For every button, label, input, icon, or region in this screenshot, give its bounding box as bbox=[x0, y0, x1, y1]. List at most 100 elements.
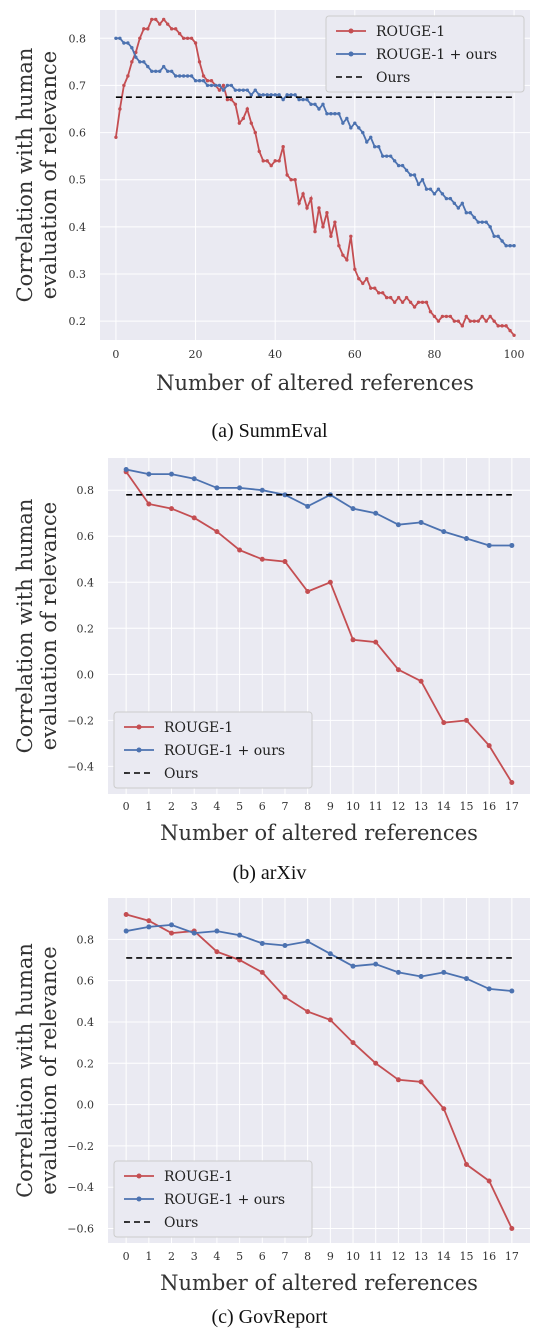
x-axis-label: Number of altered references bbox=[160, 1271, 478, 1293]
x-tick-label: 40 bbox=[268, 348, 282, 361]
data-point bbox=[484, 319, 488, 323]
legend-label: ROUGE-1 + ours bbox=[164, 743, 285, 759]
y-axis-label: evaluation of relevance bbox=[37, 946, 61, 1194]
x-tick-label: 10 bbox=[346, 800, 360, 813]
data-point bbox=[369, 286, 373, 290]
data-point bbox=[142, 27, 146, 31]
data-point bbox=[408, 173, 413, 177]
data-point bbox=[508, 328, 512, 333]
y-axis-label: evaluation of relevance bbox=[37, 502, 61, 750]
data-point bbox=[173, 74, 178, 78]
y-tick-label: 0.8 bbox=[69, 32, 87, 45]
legend-label: Ours bbox=[164, 766, 198, 782]
legend-label: Ours bbox=[164, 1215, 198, 1231]
data-point bbox=[333, 112, 337, 116]
data-point bbox=[122, 83, 126, 88]
data-point bbox=[468, 211, 472, 215]
x-tick-label: 12 bbox=[391, 800, 405, 813]
data-point bbox=[365, 277, 369, 281]
data-point bbox=[150, 69, 154, 73]
data-point bbox=[177, 31, 182, 36]
data-point bbox=[418, 1079, 424, 1085]
data-point bbox=[205, 83, 210, 88]
data-point bbox=[241, 116, 246, 121]
x-tick-label: 12 bbox=[391, 1250, 405, 1263]
data-point bbox=[191, 930, 197, 936]
x-tick-label: 16 bbox=[482, 1250, 496, 1263]
y-tick-label: 0.0 bbox=[77, 668, 95, 681]
x-tick-label: 15 bbox=[459, 800, 473, 813]
data-point bbox=[214, 529, 220, 535]
data-point bbox=[448, 196, 453, 201]
x-axis-label: Number of altered references bbox=[160, 821, 478, 845]
data-point bbox=[496, 234, 500, 238]
data-point bbox=[500, 239, 504, 243]
data-point bbox=[327, 579, 333, 585]
data-point bbox=[509, 779, 515, 785]
data-point bbox=[237, 932, 243, 938]
data-point bbox=[309, 196, 313, 201]
data-point bbox=[305, 588, 311, 594]
data-point bbox=[388, 295, 393, 300]
data-point bbox=[472, 319, 476, 323]
data-point bbox=[436, 319, 441, 323]
y-tick-label: 0.6 bbox=[77, 975, 95, 988]
data-point bbox=[229, 83, 234, 88]
data-point bbox=[237, 121, 242, 125]
data-point bbox=[441, 1106, 447, 1112]
data-point bbox=[169, 471, 175, 477]
data-point bbox=[214, 949, 220, 955]
data-point bbox=[305, 206, 309, 210]
data-point bbox=[441, 720, 447, 726]
data-point bbox=[185, 74, 190, 78]
legend: ROUGE-1 ROUGE-1 + ours Ours bbox=[113, 1160, 313, 1238]
data-point bbox=[418, 974, 424, 980]
data-point bbox=[395, 969, 401, 975]
data-point bbox=[512, 244, 516, 248]
data-point bbox=[281, 145, 285, 149]
legend-marker bbox=[348, 28, 354, 34]
data-point bbox=[345, 258, 349, 262]
data-point bbox=[241, 88, 246, 92]
data-point bbox=[463, 717, 469, 723]
data-point bbox=[504, 324, 508, 328]
y-tick-label: 0.6 bbox=[77, 530, 95, 543]
data-point bbox=[221, 88, 226, 92]
data-point bbox=[297, 97, 301, 102]
data-point bbox=[329, 112, 333, 116]
data-point bbox=[265, 93, 269, 97]
x-tick-label: 9 bbox=[327, 800, 334, 813]
data-point bbox=[150, 17, 154, 22]
series-line-rouge1-plus-ours bbox=[126, 468, 512, 547]
data-point bbox=[162, 17, 166, 22]
data-point bbox=[496, 324, 500, 328]
data-point bbox=[265, 159, 269, 163]
data-point bbox=[384, 154, 389, 158]
x-tick-label: 5 bbox=[236, 800, 243, 813]
data-point bbox=[305, 938, 311, 944]
data-point bbox=[472, 215, 476, 220]
data-point bbox=[456, 206, 461, 210]
x-tick-label: 17 bbox=[505, 800, 519, 813]
data-point bbox=[259, 940, 265, 946]
data-point bbox=[165, 22, 170, 26]
data-point bbox=[269, 163, 273, 168]
data-point bbox=[350, 1040, 356, 1046]
x-tick-label: 0 bbox=[123, 1250, 130, 1263]
data-point bbox=[282, 943, 288, 949]
data-point bbox=[213, 83, 218, 88]
x-axis-label: Number of altered references bbox=[156, 371, 474, 395]
legend-label: ROUGE-1 + ours bbox=[164, 1192, 285, 1208]
data-point bbox=[456, 319, 461, 323]
legend: ROUGE-1 ROUGE-1 + ours Ours bbox=[113, 711, 313, 789]
data-point bbox=[249, 93, 253, 97]
data-point bbox=[305, 503, 311, 509]
data-point bbox=[486, 743, 492, 749]
data-point bbox=[138, 60, 142, 64]
data-point bbox=[436, 187, 441, 191]
data-point bbox=[313, 102, 317, 106]
data-point bbox=[146, 918, 152, 924]
caption-summeval: (a) SummEval bbox=[211, 420, 328, 442]
x-tick-label: 8 bbox=[304, 800, 311, 813]
data-point bbox=[377, 291, 381, 295]
